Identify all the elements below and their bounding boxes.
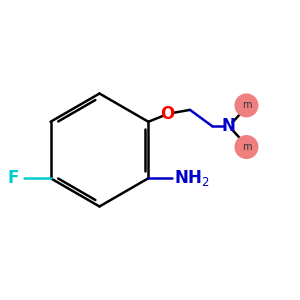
Text: NH$_2$: NH$_2$: [174, 168, 209, 188]
Text: m: m: [242, 100, 251, 110]
Text: m: m: [242, 142, 251, 152]
Circle shape: [235, 94, 258, 117]
Text: N: N: [222, 117, 236, 135]
Text: F: F: [8, 169, 20, 187]
Circle shape: [235, 136, 258, 158]
Text: O: O: [160, 105, 175, 123]
